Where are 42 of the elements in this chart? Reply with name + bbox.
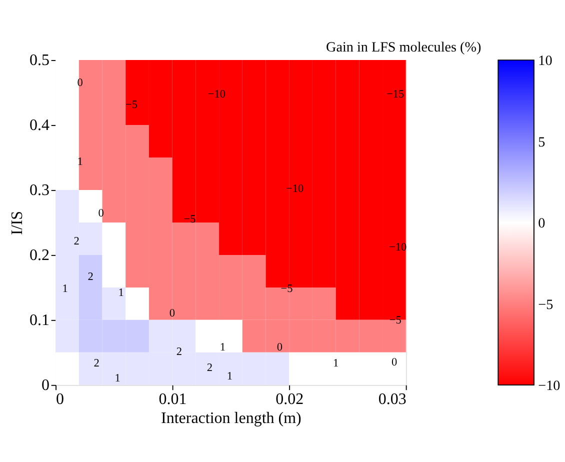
y-tick-label: 0.3 — [29, 182, 50, 200]
annotation: −10 — [208, 88, 226, 101]
annotation: −5 — [389, 314, 402, 327]
annotation: −5 — [126, 98, 138, 111]
annotation: 2 — [88, 271, 94, 284]
annotation: −10 — [286, 182, 304, 195]
color-bar-label: 5 — [538, 134, 546, 150]
color-bar-label: −10 — [538, 378, 560, 394]
annotation: 2 — [176, 346, 182, 358]
annotation: 1 — [220, 341, 226, 354]
annotation: −5 — [280, 282, 294, 295]
annotation: 1 — [77, 156, 83, 168]
annotation: 0 — [276, 341, 283, 354]
y-tick-label: 0.2 — [29, 247, 50, 264]
color-bar-label: 10 — [538, 53, 552, 70]
annotation: 0 — [391, 356, 398, 368]
annotation: 1 — [118, 286, 124, 299]
annotation: 1 — [332, 358, 339, 370]
annotation: 2 — [206, 362, 213, 374]
color-bar-title: Gain in LFS molecules (%) — [326, 40, 482, 56]
annotation: 0 — [77, 76, 84, 89]
y-tick-label: 0.1 — [29, 312, 50, 330]
annotation: 1 — [114, 372, 120, 385]
x-tick-label: 0 — [56, 391, 64, 408]
y-tick-label: 0.4 — [29, 117, 50, 134]
annotation: 1 — [226, 370, 232, 383]
y-tick-label: 0.5 — [29, 52, 50, 70]
color-bar-label: −5 — [538, 296, 554, 313]
x-tick-label: 0.01 — [158, 391, 187, 408]
annotation: −5 — [184, 213, 196, 226]
x-tick-label: 0.03 — [378, 391, 406, 408]
annotation: 0 — [169, 308, 176, 320]
annotation: 0 — [98, 207, 104, 220]
x-tick-label: 0.02 — [276, 391, 304, 408]
annotation: 2 — [74, 235, 80, 248]
x-axis-title: Interaction length (m) — [160, 410, 302, 428]
y-axis-title: I/IS — [8, 210, 26, 235]
annotation: −15 — [386, 88, 405, 101]
y-tick-label: 0 — [41, 377, 50, 394]
annotation: 2 — [94, 358, 100, 370]
color-bar-label: 0 — [538, 216, 546, 232]
annotation: 1 — [62, 282, 68, 295]
